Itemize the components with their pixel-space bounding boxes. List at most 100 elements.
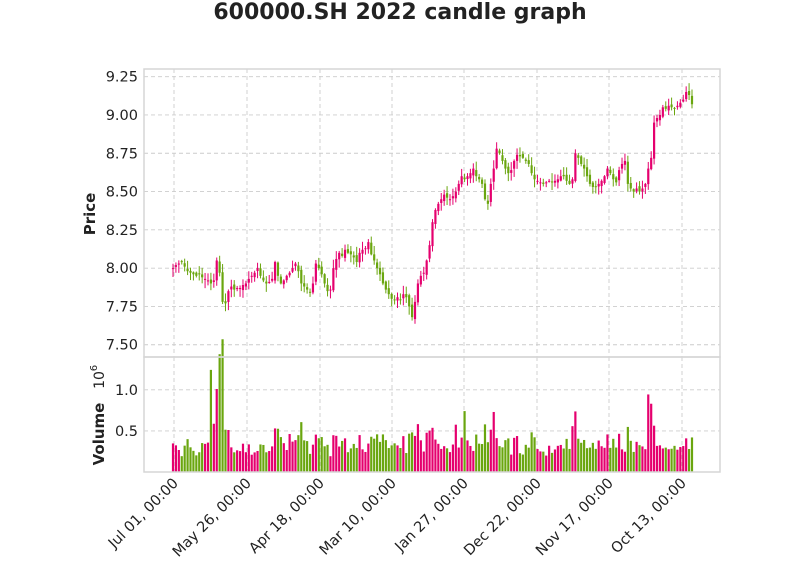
volume-bar (501, 447, 504, 472)
volume-bar (548, 445, 551, 472)
candle-body (568, 180, 571, 184)
volume-bar (399, 448, 402, 472)
volume-bar (588, 447, 592, 472)
candle-body (189, 270, 192, 273)
chart-title: 600000.SH 2022 candle graph (213, 0, 586, 25)
volume-bar (679, 446, 682, 472)
price-grid (144, 69, 720, 357)
volume-bar (638, 445, 641, 472)
candle-body (215, 260, 218, 281)
price-tick-label: 8.25 (106, 223, 138, 239)
candle-body (647, 168, 650, 185)
candle-body (177, 263, 180, 265)
candle-body (460, 176, 463, 185)
volume-bar (189, 447, 192, 472)
volume-bar (413, 435, 417, 472)
candle-body (335, 258, 338, 270)
candle-body (326, 284, 329, 292)
volume-bar (492, 411, 495, 472)
candle-body (664, 106, 667, 109)
volume-bar (209, 369, 213, 472)
volume-bar (568, 448, 571, 472)
volume-bar (466, 440, 469, 472)
candle-body (341, 253, 344, 256)
candle-body (556, 179, 559, 183)
candle-body (171, 268, 175, 270)
volume-bar (542, 451, 545, 472)
volume-bar (230, 447, 233, 472)
volume-bar (559, 444, 562, 472)
candle-body (405, 294, 408, 298)
candle-body (241, 285, 245, 291)
x-tick-label: Jan 27, 00:00 (392, 476, 472, 556)
candle-body (256, 268, 259, 272)
volume-bar (609, 447, 612, 472)
volume-bar (504, 440, 507, 472)
volume-bar (384, 440, 387, 472)
candle-body (253, 272, 256, 278)
price-tick-labels: 7.50 7.75 8.00 8.25 8.50 8.75 9.00 9.25 (106, 70, 138, 354)
volume-bar (381, 434, 385, 472)
candle-body (323, 274, 326, 284)
volume-bar (306, 441, 309, 472)
candle-body (635, 188, 638, 192)
volume-bar (437, 443, 440, 472)
volume-bar (603, 447, 606, 472)
candle-body (682, 99, 685, 102)
candle-body (521, 154, 524, 158)
volume-bar (451, 444, 455, 472)
volume-bar (416, 424, 420, 472)
volume-bar (279, 437, 282, 472)
volume-bar (457, 447, 460, 472)
volume-bar (326, 444, 329, 472)
candle-body (402, 294, 405, 299)
volume-bar (303, 440, 306, 472)
candle-body (463, 177, 466, 180)
price-axis-label: Price (81, 193, 99, 236)
volume-bar (650, 403, 653, 472)
candle-body (606, 168, 609, 177)
volume-bar (600, 446, 603, 472)
candle-body (548, 180, 551, 182)
candle-body (597, 183, 600, 187)
volume-bar (486, 442, 489, 472)
volume-bar (171, 443, 175, 472)
candle-body (390, 293, 393, 299)
volume-bar (475, 434, 478, 472)
volume-bar (591, 442, 594, 472)
volume-bar (329, 456, 332, 472)
volume-bar (530, 432, 533, 472)
volume-bar (349, 448, 352, 472)
volume-bar (271, 446, 274, 472)
volume-bar (495, 438, 498, 472)
volume-bar (308, 453, 312, 472)
volume-bar (565, 438, 568, 472)
volume-bar (352, 443, 355, 472)
x-tick-label: Jul 01, 00:00 (105, 476, 182, 553)
candle-body (457, 183, 460, 191)
candle-body (565, 174, 568, 181)
candle-body (271, 278, 274, 281)
volume-bar (667, 449, 670, 472)
candle-body (600, 180, 603, 187)
candle-body (539, 182, 542, 184)
volume-bar (221, 339, 224, 472)
volume-bar (513, 437, 516, 472)
candle-body (276, 262, 280, 276)
price-tick-label: 7.75 (106, 299, 138, 315)
volume-bar (498, 446, 501, 472)
volume-panel-frame (143, 356, 721, 473)
volume-bar (585, 448, 589, 472)
volume-bar (367, 443, 370, 472)
candle-body (195, 272, 198, 276)
candle-body (437, 203, 440, 212)
candle-body (422, 272, 425, 274)
volume-bar (472, 450, 475, 472)
volume-bar (355, 447, 358, 472)
volume-bar (259, 444, 262, 472)
candle-body (652, 122, 656, 159)
candle-body (612, 174, 615, 180)
candle-body (673, 107, 676, 109)
candle-body (311, 283, 315, 293)
volume-bar (510, 454, 513, 472)
